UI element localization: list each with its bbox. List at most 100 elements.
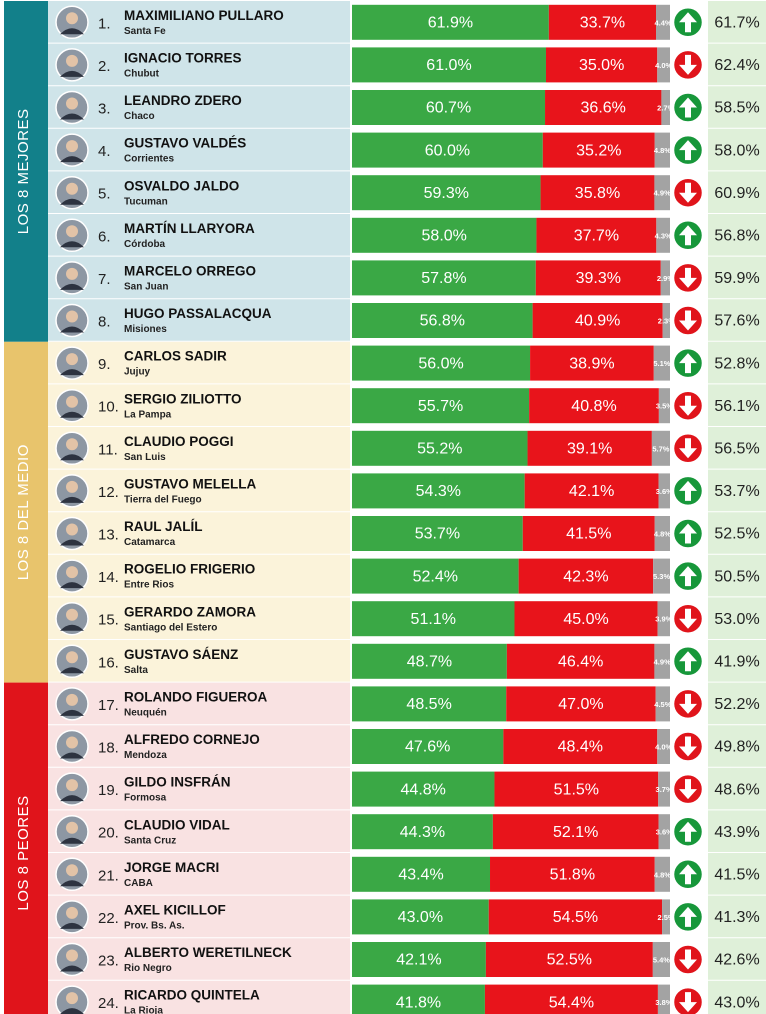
- avatar-body: [60, 667, 84, 674]
- bar-segment: [514, 601, 658, 637]
- bar-segment: [653, 558, 670, 594]
- trend-arrow: [679, 821, 697, 842]
- rank: 12.: [98, 484, 119, 501]
- group-label: LOS 8 DEL MEDIO: [15, 444, 32, 580]
- rank: 17.: [98, 697, 119, 714]
- value-label: 40.9%: [575, 313, 620, 330]
- value-label: 5.4%: [653, 955, 670, 964]
- value-label: 36.6%: [581, 100, 626, 117]
- previous-value: 58.5%: [714, 100, 759, 117]
- value-label: 44.3%: [400, 824, 445, 841]
- avatar-head: [66, 395, 78, 408]
- bar-segment: [532, 303, 663, 338]
- avatar-body: [60, 880, 84, 887]
- bar-segment: [522, 516, 655, 551]
- value-label: 47.6%: [405, 739, 450, 756]
- bar-segment: [656, 4, 670, 40]
- group-band: [4, 1, 48, 342]
- avatar-head: [66, 821, 78, 834]
- bar-segment: [503, 729, 658, 764]
- value-label: 42.1%: [569, 483, 614, 500]
- bar-segment: [485, 942, 653, 977]
- province: Chubut: [124, 69, 160, 80]
- value-label: 2.5%: [657, 913, 674, 922]
- province: Mendoza: [124, 750, 167, 761]
- name: CLAUDIO POGGI: [124, 434, 234, 449]
- value-label: 42.1%: [396, 952, 441, 969]
- name: ROLANDO FIGUEROA: [124, 689, 267, 704]
- rank: 24.: [98, 995, 119, 1012]
- value-label: 58.0%: [422, 228, 467, 245]
- group-label: LOS 8 PEORES: [15, 795, 32, 910]
- value-label: 43.4%: [398, 867, 443, 884]
- avatar-head: [66, 225, 78, 238]
- bar-segment: [352, 260, 536, 296]
- value-label: 51.5%: [554, 781, 599, 798]
- value-label: 54.3%: [416, 483, 461, 500]
- bar-segment: [506, 643, 655, 679]
- bar-segment: [660, 260, 670, 296]
- avatar-body: [60, 241, 84, 248]
- name: RICARDO QUINTELA: [124, 988, 260, 1003]
- bar-segment: [654, 516, 670, 551]
- trend-arrow: [679, 225, 697, 246]
- bar-segment: [352, 814, 493, 850]
- previous-value: 48.6%: [714, 781, 759, 798]
- bar-segment: [548, 4, 657, 40]
- trend-arrow: [679, 566, 697, 587]
- value-label: 35.2%: [576, 142, 621, 159]
- name: AXEL KICILLOF: [124, 902, 226, 917]
- bar-segment: [352, 90, 546, 125]
- avatar-head: [66, 566, 78, 579]
- value-label: 4.8%: [654, 870, 671, 879]
- bar-segment: [352, 643, 507, 679]
- value-label: 35.8%: [575, 185, 620, 202]
- avatar-head: [66, 864, 78, 877]
- avatar-head: [66, 779, 78, 792]
- value-label: 55.2%: [417, 441, 462, 458]
- bar-segment: [654, 856, 670, 892]
- avatar-body: [60, 113, 84, 120]
- value-label: 52.5%: [547, 952, 592, 969]
- name: RAUL JALÍL: [124, 519, 203, 534]
- value-label: 54.5%: [553, 909, 598, 926]
- value-label: 4.0%: [655, 742, 672, 751]
- bar-segment: [352, 601, 515, 637]
- value-label: 5.7%: [652, 444, 669, 453]
- rank: 1.: [98, 15, 111, 32]
- value-label: 3.6%: [656, 487, 673, 496]
- value-label: 45.0%: [563, 611, 608, 628]
- bar-segment: [352, 345, 531, 381]
- value-label: 48.7%: [407, 654, 452, 671]
- bar-segment: [652, 942, 670, 977]
- trend-arrow: [679, 651, 697, 672]
- bar-segment: [352, 856, 491, 892]
- value-label: 4.0%: [655, 61, 672, 70]
- trend-arrow: [679, 182, 697, 203]
- trend-arrow: [679, 97, 697, 118]
- avatar-head: [66, 267, 78, 280]
- trend-arrow: [679, 310, 697, 331]
- value-label: 56.8%: [420, 313, 465, 330]
- name: CLAUDIO VIDAL: [124, 817, 230, 832]
- group-background: [48, 682, 350, 1014]
- value-label: 55.7%: [418, 398, 463, 415]
- name: JORGE MACRI: [124, 860, 219, 875]
- previous-value: 56.1%: [714, 398, 759, 415]
- value-label: 47.0%: [558, 696, 603, 713]
- bar-segment: [657, 47, 670, 83]
- value-label: 60.0%: [425, 142, 470, 159]
- bar-segment: [658, 388, 670, 424]
- rank: 20.: [98, 825, 119, 842]
- value-label: 4.9%: [654, 189, 671, 198]
- rank: 11.: [98, 441, 118, 458]
- avatar-head: [66, 54, 78, 67]
- rank: 13.: [98, 526, 119, 543]
- name: OSVALDO JALDO: [124, 178, 239, 193]
- province: Santa Fe: [124, 26, 166, 37]
- avatar-head: [66, 608, 78, 621]
- bar-segment: [661, 90, 670, 125]
- rank: 9.: [98, 356, 111, 373]
- previous-value: 59.9%: [714, 270, 759, 287]
- name: GILDO INSFRÁN: [124, 775, 231, 790]
